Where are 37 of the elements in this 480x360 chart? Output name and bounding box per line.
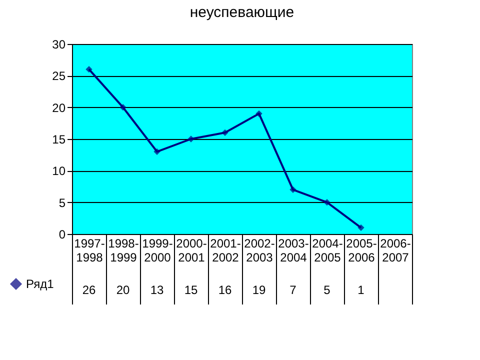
x-tick-label: 2006-2007 — [380, 236, 411, 264]
x-tick-label: 2001-2002 — [210, 236, 241, 264]
legend-label: Ряд1 — [26, 277, 54, 291]
point — [188, 136, 194, 142]
y-tick-label: 10 — [52, 164, 66, 178]
x-tick-label: 2004-2005 — [312, 236, 343, 264]
x-tick-label: 1997-1998 — [74, 236, 105, 264]
x-tick-label: 2005-2006 — [346, 236, 377, 264]
x-tick-label: 1998-1999 — [108, 236, 139, 264]
y-tick-label: 5 — [58, 196, 66, 210]
point — [324, 198, 330, 206]
chart-title: неуспевающие — [190, 4, 294, 21]
y-tick-label: 0 — [58, 228, 66, 242]
x-tick-label: 2003-2004 — [278, 236, 309, 264]
data-label: 20 — [116, 283, 130, 297]
point — [358, 224, 364, 232]
y-tick-label: 20 — [52, 100, 66, 115]
data-label: 19 — [252, 283, 266, 297]
data-label: 16 — [218, 283, 232, 297]
y-tick-label: 30 — [52, 38, 66, 52]
x-tick-label: 1999-2000 — [142, 236, 173, 264]
point — [154, 148, 160, 156]
point — [86, 66, 92, 73]
data-label: 13 — [150, 283, 164, 297]
point — [256, 110, 262, 118]
data-label: 26 — [82, 283, 96, 297]
data-label: 1 — [358, 283, 365, 297]
data-label: 5 — [324, 283, 331, 297]
x-tick-label: 2000-2001 — [176, 236, 207, 264]
data-label: 7 — [290, 283, 297, 297]
y-tick-label: 25 — [52, 69, 66, 84]
point — [120, 104, 126, 111]
x-tick-label: 2002-2003 — [244, 236, 275, 264]
point — [290, 186, 296, 194]
data-label: 15 — [184, 283, 198, 297]
point — [222, 129, 228, 136]
y-tick-label: 15 — [52, 132, 66, 146]
